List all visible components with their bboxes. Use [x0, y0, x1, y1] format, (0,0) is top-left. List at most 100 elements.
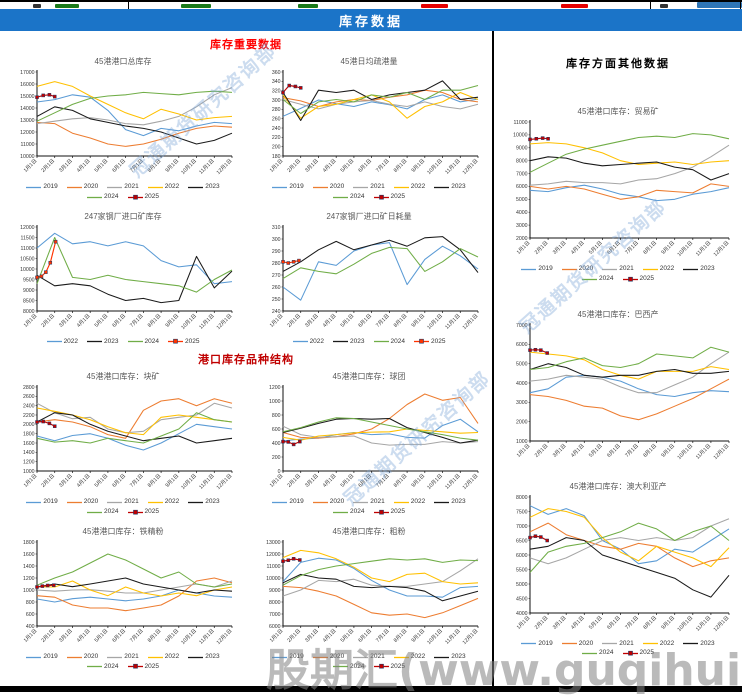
- svg-text:9月1日: 9月1日: [164, 627, 180, 643]
- svg-text:3月1日: 3月1日: [551, 442, 567, 458]
- svg-text:5月1日: 5月1日: [339, 473, 355, 489]
- chart-legend: 2019 2020 2021 2022 2023 2024 2025: [262, 653, 477, 672]
- legend-item-2022: 2022: [147, 652, 180, 660]
- legend-item-2022: 2022: [393, 498, 426, 506]
- svg-text:6月1日: 6月1日: [357, 312, 373, 328]
- svg-text:9月1日: 9月1日: [164, 312, 180, 328]
- svg-text:7月1日: 7月1日: [128, 157, 144, 173]
- legend-item-2019: 2019: [26, 498, 58, 506]
- chart-title: 45港港口库存：巴西产: [577, 309, 659, 319]
- legend-item-2022: 2022: [292, 337, 325, 345]
- svg-text:5000: 5000: [516, 581, 528, 587]
- chart-legend: 2019 2020 2021 2022 2023 2024 2025: [511, 265, 726, 284]
- svg-text:3月1日: 3月1日: [57, 157, 73, 173]
- svg-text:310: 310: [272, 224, 281, 230]
- svg-text:290: 290: [272, 248, 281, 254]
- legend-item-2025: 2025: [373, 508, 405, 517]
- svg-text:320: 320: [272, 88, 281, 94]
- svg-text:1000: 1000: [516, 438, 528, 444]
- svg-text:5月1日: 5月1日: [339, 627, 355, 643]
- svg-text:7月1日: 7月1日: [374, 312, 390, 328]
- legend-item-2023: 2023: [188, 183, 220, 190]
- svg-text:1200: 1200: [23, 576, 35, 582]
- svg-text:7月1日: 7月1日: [374, 627, 390, 643]
- svg-text:3月1日: 3月1日: [303, 473, 319, 489]
- svg-text:2月1日: 2月1日: [286, 627, 302, 643]
- chart-brazil-origin-inventory: 45港港口库存：巴西产 1000 2000 3000 4000 5000 6000 7000…: [499, 308, 737, 468]
- svg-text:1月1日: 1月1日: [268, 627, 284, 643]
- chart-legend: 2019 2020 2021 2022 2023 2024 2025: [511, 640, 726, 659]
- legend-item-2024: 2024: [333, 508, 365, 516]
- svg-text:3月1日: 3月1日: [57, 312, 73, 328]
- svg-text:11月1日: 11月1日: [694, 239, 712, 257]
- svg-text:8月1日: 8月1日: [146, 473, 162, 489]
- svg-text:17000: 17000: [20, 70, 35, 76]
- chart-title: 45港港口库存：球团: [332, 372, 406, 382]
- svg-text:10月1日: 10月1日: [426, 312, 444, 330]
- svg-text:8000: 8000: [269, 600, 281, 606]
- svg-text:9500: 9500: [23, 277, 35, 283]
- svg-text:12月1日: 12月1日: [461, 157, 479, 175]
- svg-text:12月1日: 12月1日: [712, 442, 730, 460]
- page-title: 库存数据: [338, 13, 403, 29]
- main-content: 库存重要数据 45港港口总库存 10000 11000 12000 13000 1400…: [0, 31, 742, 686]
- legend-item-2019: 2019: [272, 652, 304, 660]
- svg-text:400: 400: [26, 624, 35, 630]
- svg-text:3月1日: 3月1日: [303, 312, 319, 328]
- svg-text:11月1日: 11月1日: [198, 312, 216, 330]
- svg-text:12月1日: 12月1日: [461, 627, 479, 645]
- legend-item-2021: 2021: [602, 265, 634, 272]
- legend-item-2019: 2019: [521, 265, 553, 272]
- svg-text:6月1日: 6月1日: [357, 157, 373, 173]
- svg-text:3月1日: 3月1日: [303, 157, 319, 173]
- svg-text:1600: 1600: [23, 552, 35, 558]
- section-title-other-data: 库存方面其他数据: [566, 58, 670, 70]
- svg-text:5月1日: 5月1日: [93, 473, 109, 489]
- svg-text:200: 200: [272, 455, 281, 461]
- important-charts-grid: 45港港口总库存 10000 11000 12000 13000 14000 15000 1…: [0, 55, 492, 346]
- section-title-important-data: 库存重要数据: [210, 39, 282, 51]
- svg-text:4月1日: 4月1日: [75, 312, 91, 328]
- chart-legend: 2022 2023 2024 2025: [46, 337, 199, 347]
- svg-text:2月1日: 2月1日: [533, 239, 549, 255]
- svg-text:4月1日: 4月1日: [321, 627, 337, 643]
- svg-text:7月1日: 7月1日: [624, 442, 640, 458]
- svg-text:4月1日: 4月1日: [569, 614, 585, 630]
- chart-plot: 400 600 800 1000 1200 1400 1600 1800 1月1日 2月1日 3月1…: [22, 540, 233, 646]
- svg-text:600: 600: [272, 427, 281, 433]
- svg-text:12月1日: 12月1日: [215, 312, 233, 330]
- section-title-variety-structure: 港口库存品种结构: [198, 354, 294, 367]
- svg-text:9月1日: 9月1日: [410, 312, 426, 328]
- legend-item-2020: 2020: [561, 639, 594, 647]
- svg-text:4月1日: 4月1日: [321, 157, 337, 173]
- chart-title: 45港港口库存：块矿: [86, 372, 160, 382]
- chart-legend: 2019 2020 2021 2022 2023 2024 2025: [262, 498, 477, 517]
- legend-item-2023: 2023: [87, 337, 119, 345]
- legend-item-2024: 2024: [582, 649, 614, 657]
- svg-text:1400: 1400: [23, 564, 35, 570]
- svg-text:5月1日: 5月1日: [587, 614, 603, 630]
- svg-text:5500: 5500: [516, 567, 528, 573]
- svg-text:8000: 8000: [516, 494, 528, 500]
- svg-text:2000: 2000: [516, 419, 528, 425]
- svg-text:3月1日: 3月1日: [551, 239, 567, 255]
- svg-text:4月1日: 4月1日: [321, 473, 337, 489]
- chart-title: 45港港口库存：贸易矿: [577, 107, 659, 116]
- svg-text:240: 240: [272, 126, 281, 132]
- chart-plot: 240 250 260 270 280 290 300 310 1月1日 2月1日 3月1日 4月1日…: [268, 224, 479, 330]
- svg-text:9月1日: 9月1日: [660, 239, 676, 255]
- svg-text:5000: 5000: [516, 361, 528, 367]
- svg-text:12000: 12000: [20, 130, 35, 136]
- svg-text:11000: 11000: [266, 564, 280, 570]
- svg-text:11000: 11000: [20, 245, 34, 251]
- svg-text:280: 280: [272, 107, 281, 113]
- svg-text:1400: 1400: [23, 450, 35, 456]
- svg-text:10月1日: 10月1日: [180, 627, 198, 645]
- chart-plot: 0 200 400 600 800 1000 1200 1月1日 2月1日 3月1日 4月1日 5月1…: [268, 385, 479, 491]
- legend-item-2021: 2021: [107, 652, 139, 660]
- svg-text:10000: 10000: [20, 154, 35, 160]
- svg-text:8000: 8000: [23, 308, 35, 314]
- svg-text:8月1日: 8月1日: [146, 157, 162, 173]
- svg-text:1800: 1800: [23, 432, 35, 438]
- svg-text:2600: 2600: [23, 394, 35, 400]
